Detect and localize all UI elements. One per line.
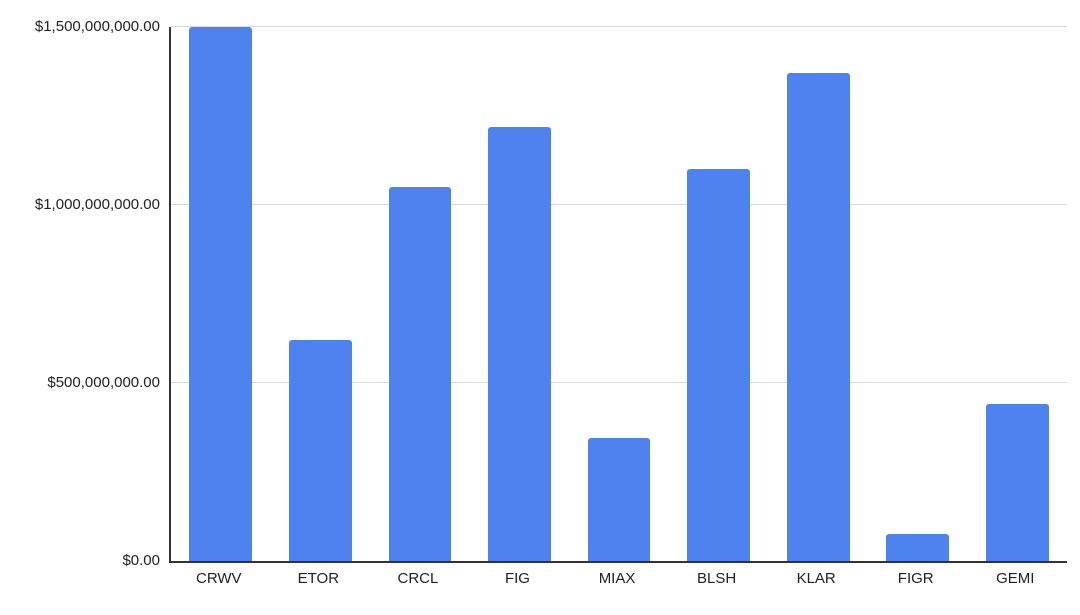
bar-miax[interactable] — [587, 438, 651, 561]
x-axis-tick-label: ETOR — [297, 570, 340, 587]
bar-slot — [868, 27, 968, 561]
gridline — [171, 204, 1067, 205]
bar-slot — [271, 27, 371, 561]
bar-figr[interactable] — [886, 534, 950, 561]
bar-slot — [768, 27, 868, 561]
x-axis-tick-label: MIAX — [598, 570, 636, 587]
bar-etor[interactable] — [288, 340, 352, 561]
gridline — [171, 26, 1067, 27]
bar-slot — [569, 27, 669, 561]
y-axis-tick-label: $0.00 — [122, 552, 160, 569]
x-axis-tick-label: GEMI — [996, 570, 1035, 587]
bar-gemi[interactable] — [985, 404, 1049, 561]
x-axis-tick-label: KLAR — [796, 570, 836, 587]
bar-slot — [370, 27, 470, 561]
x-axis-tick-label: CRWV — [196, 570, 242, 587]
bar-crwv[interactable] — [189, 27, 253, 561]
bar-slot — [171, 27, 271, 561]
y-axis-tick-label: $500,000,000.00 — [47, 374, 160, 391]
plot-area — [169, 26, 1067, 563]
bar-slot — [470, 27, 570, 561]
bar-crcl[interactable] — [388, 187, 452, 561]
x-axis-tick-label: BLSH — [697, 570, 737, 587]
x-axis-labels: CRWV ETOR CRCL FIG MIAX BLSH KLAR FIGR GEMI — [169, 569, 1065, 589]
gridline — [171, 382, 1067, 383]
x-axis-tick-label: FIGR — [897, 570, 934, 587]
x-axis-tick-label: CRCL — [397, 570, 439, 587]
y-axis-labels: $0.00 $500,000,000.00 $1,000,000,000.00 $1,… — [0, 0, 160, 615]
bars — [171, 27, 1067, 561]
x-axis-tick-label: FIG — [504, 570, 530, 587]
bar-fig[interactable] — [488, 126, 551, 561]
bar-slot — [669, 27, 769, 561]
y-axis-tick-label: $1,000,000,000.00 — [34, 196, 160, 213]
y-axis-tick-label: $1,500,000,000.00 — [34, 18, 160, 35]
bar-klar[interactable] — [786, 73, 850, 561]
bar-slot — [968, 27, 1068, 561]
bar-blsh[interactable] — [687, 169, 750, 561]
